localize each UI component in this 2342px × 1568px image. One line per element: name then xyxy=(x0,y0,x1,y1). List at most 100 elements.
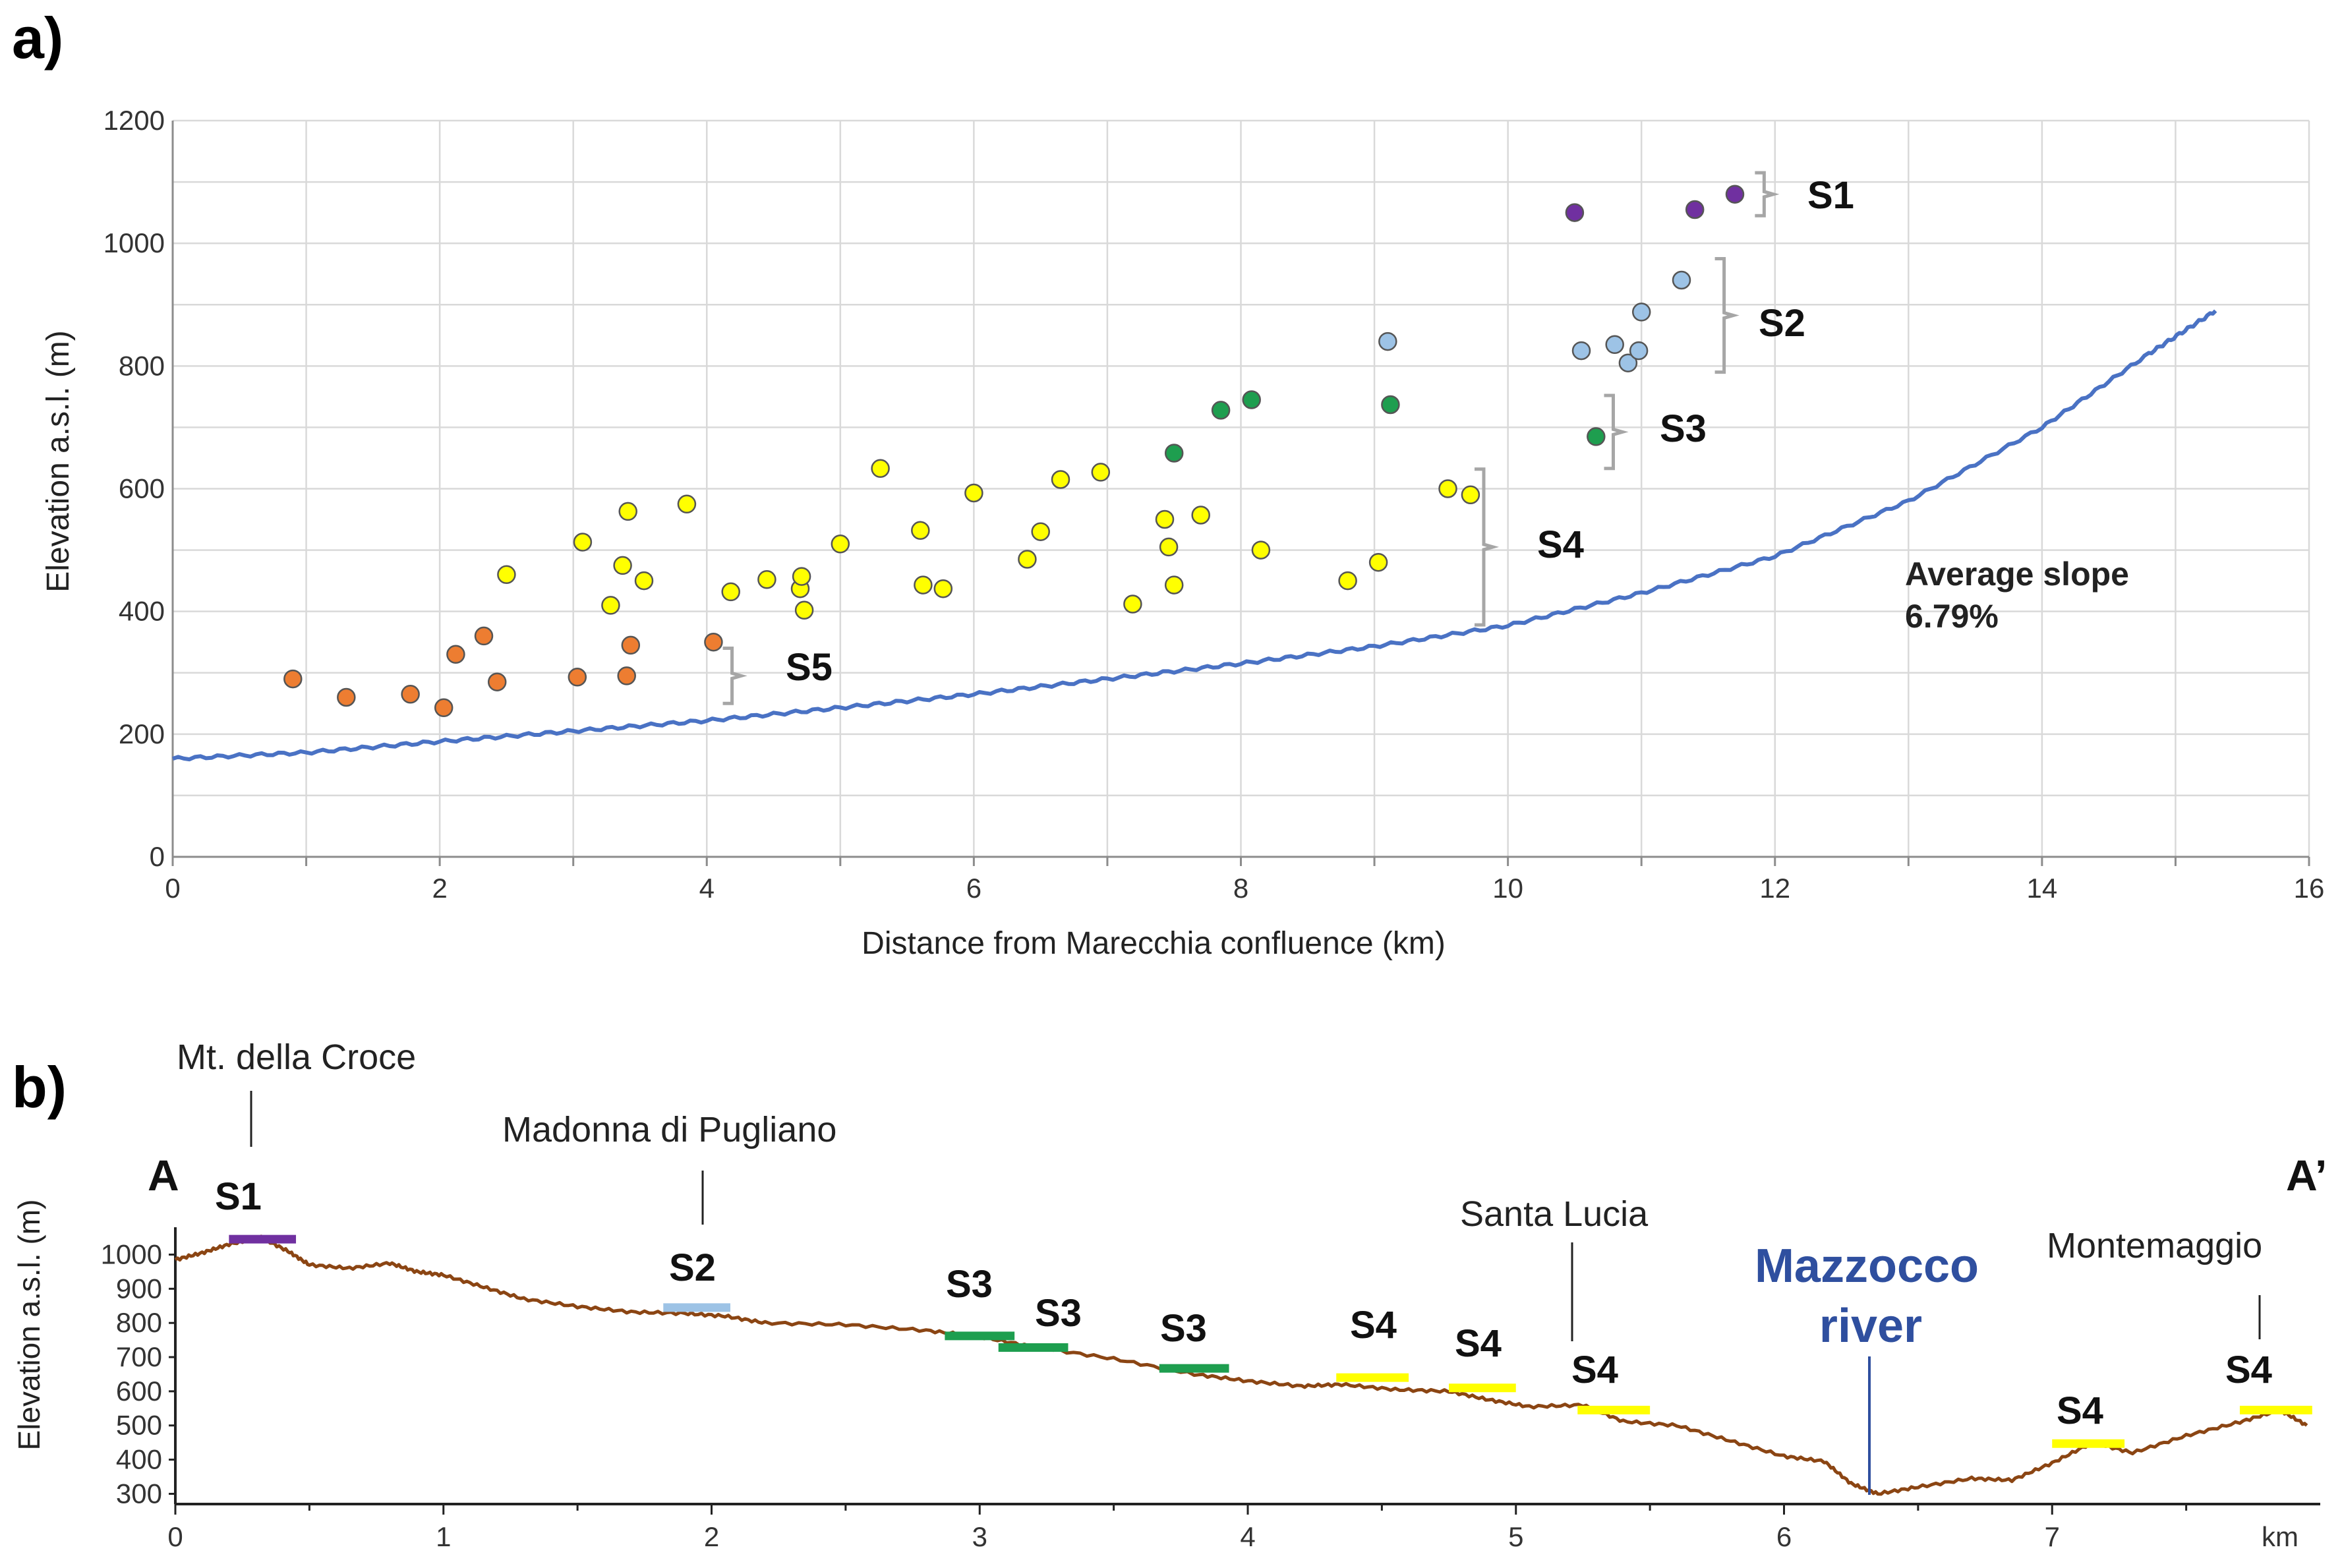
panel-b-y-tick-label-700: 700 xyxy=(116,1341,162,1372)
point-s4-20 xyxy=(1051,470,1070,489)
panel-a-data-points xyxy=(283,185,1745,718)
section-end-label: A’ xyxy=(2286,1151,2327,1200)
point-s4-21 xyxy=(1091,463,1111,482)
terrace-label-s4-b: S4 xyxy=(1455,1322,1502,1365)
point-s4-16 xyxy=(933,579,953,598)
point-s4-24 xyxy=(1159,537,1179,557)
average-slope-value: 6.79% xyxy=(1905,598,1999,635)
section-start-label: A xyxy=(148,1151,179,1200)
point-s4-2 xyxy=(601,596,620,615)
terrace-label-s3-c: S3 xyxy=(1160,1307,1207,1350)
panel-b-y-tick-label-800: 800 xyxy=(116,1307,162,1338)
y-tick-label-200: 200 xyxy=(119,718,165,749)
point-s4-14 xyxy=(911,521,930,540)
point-s4-28 xyxy=(1338,571,1357,591)
y-tick-label-1200: 1200 xyxy=(103,105,165,136)
place-madonna-di-pugliano: Madonna di Pugliano xyxy=(502,1110,836,1149)
place-montemaggio: Montemaggio xyxy=(2047,1226,2262,1265)
mazzocco-river-label: Mazzocco river xyxy=(1755,1240,1979,1495)
point-s4-22 xyxy=(1123,595,1142,614)
stage-label-s1: S1 xyxy=(1807,174,1854,217)
point-s5-0 xyxy=(283,669,303,689)
panel-b-x-tick-label-4: 4 xyxy=(1240,1521,1255,1552)
panel-b-y-axis-label: Elevation a.s.l. (m) xyxy=(12,1200,46,1451)
panel-b-x-tick-label-2: 2 xyxy=(704,1521,719,1552)
topographic-profile xyxy=(174,1234,2308,1496)
y-tick-label-800: 800 xyxy=(119,350,165,381)
bracket-s4 xyxy=(1474,467,1500,627)
panel-b-y-tick-label-300: 300 xyxy=(116,1478,162,1509)
point-s3-2 xyxy=(1242,390,1261,409)
panel-b-axes xyxy=(169,1227,2320,1515)
terrace-label-s4-c: S4 xyxy=(1571,1349,1618,1391)
point-s3-0 xyxy=(1164,444,1184,463)
panel-a-x-axis-label: Distance from Marecchia confluence (km) xyxy=(862,926,1446,961)
point-s5-4 xyxy=(446,645,465,664)
point-s4-26 xyxy=(1191,506,1210,525)
x-tick-label-2: 2 xyxy=(432,873,447,904)
x-tick-label-14: 14 xyxy=(2027,873,2058,904)
panel-b-x-tick-label-km: km xyxy=(2262,1521,2298,1552)
terrace-label-s1: S1 xyxy=(215,1175,262,1218)
bracket-s3 xyxy=(1604,393,1629,471)
point-s5-7 xyxy=(568,668,587,687)
terrace-label-s4-a: S4 xyxy=(1350,1304,1397,1347)
stage-label-s4: S4 xyxy=(1537,523,1584,566)
terrace-label-s3-a: S3 xyxy=(946,1263,993,1306)
stage-label-s5: S5 xyxy=(786,646,833,689)
point-s4-23 xyxy=(1155,509,1175,529)
point-s2-2 xyxy=(1605,335,1624,355)
stage-label-s2: S2 xyxy=(1759,302,1805,345)
point-s4-30 xyxy=(1438,479,1457,498)
point-s4-31 xyxy=(1461,485,1480,505)
place-santa-lucia: Santa Lucia xyxy=(1460,1194,1649,1234)
bracket-s5 xyxy=(722,647,747,705)
panel-a-label: a) xyxy=(12,5,63,71)
point-s4-10 xyxy=(792,567,811,586)
point-s4-27 xyxy=(1251,540,1271,560)
panel-a-axes xyxy=(171,121,2310,866)
terrace-label-s3-b: S3 xyxy=(1035,1292,1082,1335)
point-s5-2 xyxy=(401,685,420,704)
point-s2-3 xyxy=(1618,353,1638,372)
panel-b-y-tick-label-400: 400 xyxy=(116,1444,162,1475)
terrace-label-s4-e: S4 xyxy=(2225,1349,2272,1391)
panel-b-label: b) xyxy=(12,1055,67,1120)
panel-b-x-tick-label-6: 6 xyxy=(1776,1521,1792,1552)
point-s4-4 xyxy=(618,502,637,521)
panel-b-x-tick-label-1: 1 xyxy=(436,1521,451,1552)
point-s2-1 xyxy=(1571,341,1591,361)
point-s5-1 xyxy=(337,687,356,707)
point-s2-6 xyxy=(1672,270,1691,290)
y-tick-label-600: 600 xyxy=(119,473,165,504)
panel-a-tick-labels: 0 2 4 6 8 10 12 14 16 0 200 400 600 800 1000 1200 xyxy=(103,105,2325,904)
point-s4-0 xyxy=(497,565,516,585)
panel-a-gridlines xyxy=(171,119,2310,858)
point-s4-6 xyxy=(677,494,697,514)
point-s4-15 xyxy=(914,575,933,595)
point-s4-25 xyxy=(1164,575,1184,595)
point-s4-1 xyxy=(573,533,593,552)
point-s3-1 xyxy=(1211,401,1231,420)
point-s4-11 xyxy=(794,600,814,620)
panel-b-terrace-labels: S1 S2 S3 S3 S3 S4 S4 S4 S4 S4 xyxy=(215,1175,2272,1432)
point-s3-4 xyxy=(1587,427,1606,446)
river-name-line1: Mazzocco xyxy=(1755,1240,1979,1292)
point-s4-7 xyxy=(721,582,740,602)
x-tick-label-12: 12 xyxy=(1759,873,1790,904)
place-labels: Mt. della Croce Madonna di Pugliano Sant… xyxy=(177,1037,2262,1341)
point-s4-18 xyxy=(1018,550,1037,569)
panel-a-stage-labels: S1 S2 S3 S4 S5 xyxy=(786,174,1854,689)
x-tick-label-6: 6 xyxy=(966,873,981,904)
point-s1-1 xyxy=(1685,200,1705,219)
panel-b-y-tick-label-900: 900 xyxy=(116,1273,162,1304)
panel-a-stage-brackets xyxy=(722,171,1780,705)
bracket-s2 xyxy=(1714,256,1740,374)
point-s4-17 xyxy=(964,483,983,503)
point-s2-5 xyxy=(1631,303,1651,322)
x-tick-label-8: 8 xyxy=(1233,873,1248,904)
river-longitudinal-profile xyxy=(172,309,2217,762)
point-s4-5 xyxy=(634,571,654,591)
